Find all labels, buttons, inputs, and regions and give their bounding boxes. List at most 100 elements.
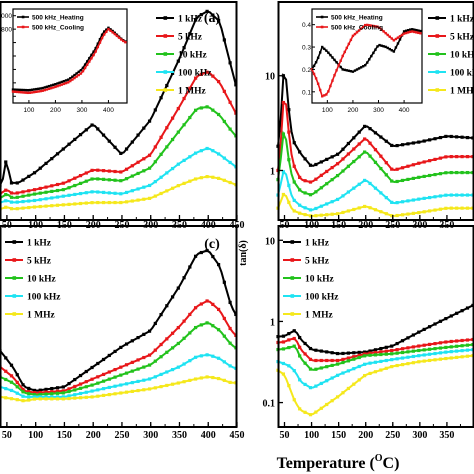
data-point — [308, 208, 313, 212]
inset-data-point — [343, 50, 346, 54]
data-point — [433, 172, 437, 177]
data-point — [308, 180, 313, 184]
data-point — [406, 362, 410, 366]
inset-data-point — [357, 29, 361, 32]
data-point — [73, 393, 77, 397]
inset-data-point — [415, 31, 418, 34]
data-point — [199, 376, 203, 380]
data-point — [363, 362, 367, 366]
legend-label: 10 kHz — [450, 51, 474, 61]
data-point — [460, 309, 464, 313]
data-point — [335, 212, 340, 216]
inset-data-point — [364, 64, 367, 67]
data-point — [147, 387, 152, 391]
data-point — [411, 349, 415, 353]
data-point — [216, 356, 221, 360]
data-point — [368, 353, 372, 357]
data-point — [455, 135, 459, 139]
data-point — [182, 380, 186, 384]
data-point — [27, 386, 31, 391]
data-point — [455, 311, 459, 315]
data-point — [170, 137, 175, 142]
inset-data-point — [100, 33, 104, 36]
data-point — [170, 346, 175, 350]
legend-swatch-marker — [435, 16, 440, 20]
x-tick-label: 300 — [412, 430, 427, 441]
data-point — [96, 381, 100, 385]
data-point — [61, 194, 65, 198]
data-point — [21, 190, 25, 194]
data-point — [357, 350, 361, 355]
data-point — [21, 206, 25, 210]
data-point — [124, 200, 129, 204]
data-point — [444, 155, 448, 159]
data-point — [335, 373, 340, 377]
legend-label: 1 MHz — [178, 87, 206, 97]
data-point — [373, 186, 378, 190]
legend-swatch-marker — [435, 88, 440, 92]
data-point — [170, 331, 175, 335]
inset-data-point — [392, 50, 396, 53]
inset-data-point — [343, 68, 346, 72]
data-point — [406, 212, 410, 216]
inset-data-point — [314, 61, 318, 64]
data-point — [176, 326, 180, 330]
data-point — [319, 213, 323, 217]
data-point — [373, 360, 378, 364]
data-point — [216, 176, 221, 180]
data-point — [281, 334, 286, 338]
data-point — [78, 181, 83, 185]
series-line-1-MHz — [277, 193, 473, 217]
data-point — [84, 380, 88, 384]
inset-data-point — [47, 87, 51, 91]
data-point — [222, 378, 226, 382]
inset-data-point — [388, 47, 391, 51]
data-point — [211, 254, 215, 259]
inset-data-point — [400, 33, 404, 37]
data-point — [298, 378, 302, 382]
data-point — [50, 196, 54, 200]
data-point — [32, 192, 37, 196]
data-point — [153, 194, 157, 198]
data-point — [182, 158, 186, 163]
legend-label: 5 kHz — [27, 257, 52, 267]
data-point — [303, 179, 307, 183]
panel-label: (a) — [204, 11, 221, 26]
inset-data-point — [119, 38, 123, 41]
data-point — [390, 365, 394, 369]
data-point — [153, 321, 157, 326]
data-point — [417, 348, 421, 353]
inset-data-point — [115, 34, 119, 38]
data-point — [222, 89, 226, 93]
data-point — [147, 353, 152, 357]
data-point — [21, 387, 25, 392]
data-point — [159, 191, 163, 196]
data-point — [199, 323, 203, 327]
inset-x-tick-label: 200 — [348, 107, 359, 114]
data-point — [44, 395, 48, 399]
data-point — [142, 332, 146, 336]
data-point — [55, 391, 60, 395]
data-point — [113, 169, 117, 174]
inset-data-point — [398, 35, 402, 38]
data-point — [281, 347, 286, 351]
y-tick-label: 10 — [265, 236, 275, 247]
data-point — [44, 390, 48, 394]
data-point — [433, 342, 437, 346]
data-point — [406, 177, 410, 182]
data-point — [38, 166, 42, 170]
data-point — [417, 175, 421, 179]
data-point — [400, 213, 405, 217]
data-point — [84, 171, 88, 175]
inset-data-point — [347, 42, 351, 46]
data-point — [228, 380, 232, 384]
legend-swatch-marker — [12, 276, 17, 280]
data-point — [96, 200, 100, 205]
data-point — [67, 202, 71, 206]
inset-data-point — [100, 36, 104, 40]
data-point — [438, 319, 443, 323]
data-point — [147, 329, 152, 333]
data-point — [400, 200, 405, 204]
data-point — [314, 358, 318, 363]
inset-data-point — [349, 70, 353, 73]
